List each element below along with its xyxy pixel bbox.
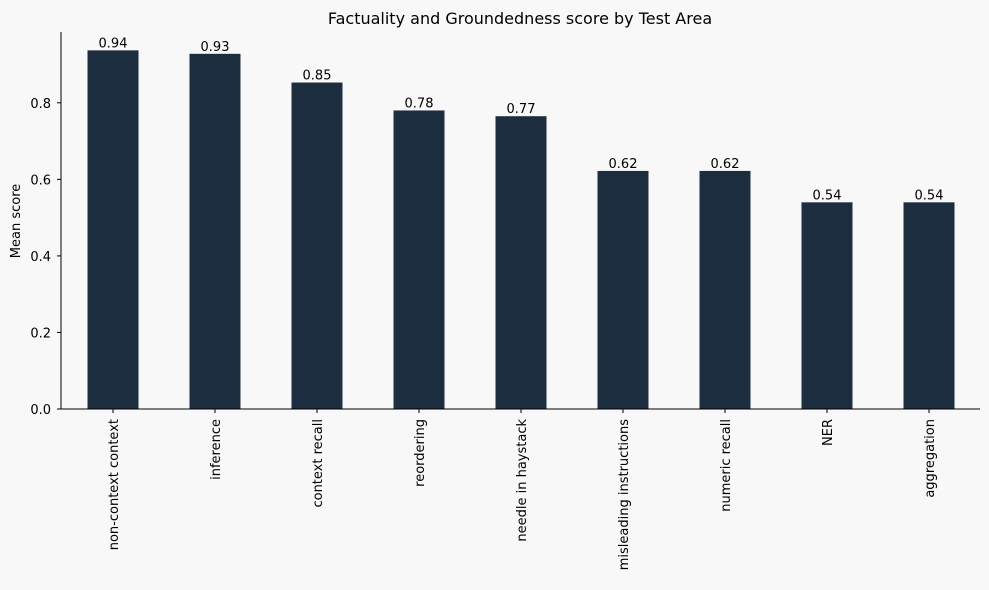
bar-value-label: 0.85 xyxy=(303,69,332,84)
bar xyxy=(597,170,649,409)
bar xyxy=(903,202,955,409)
x-tick-label: inference xyxy=(209,419,224,480)
bars-group xyxy=(87,50,955,410)
bar xyxy=(189,53,241,409)
bar-value-label: 0.93 xyxy=(201,40,230,55)
bar xyxy=(801,202,853,409)
x-axis-ticks: non-context context inference context reca… xyxy=(107,409,938,570)
bar xyxy=(87,50,139,409)
bar-value-label: 0.54 xyxy=(915,188,944,203)
bar-value-label: 0.62 xyxy=(609,157,638,172)
chart-title: Factuality and Groundedness score by Tes… xyxy=(328,9,712,28)
x-tick-label: needle in haystack xyxy=(515,419,530,542)
y-tick-label: 0.8 xyxy=(30,97,51,112)
bar-value-label: 0.78 xyxy=(405,96,434,111)
bar-value-label: 0.62 xyxy=(711,157,740,172)
x-tick-label: NER xyxy=(821,419,836,446)
y-tick-label: 0.0 xyxy=(30,403,51,418)
bar-value-label: 0.94 xyxy=(99,36,128,51)
bar-value-label: 0.54 xyxy=(813,188,842,203)
y-axis-label: Mean score xyxy=(9,184,24,258)
bar xyxy=(393,110,445,410)
x-tick-label: misleading instructions xyxy=(617,419,632,570)
y-tick-label: 0.2 xyxy=(30,326,51,341)
bar xyxy=(699,170,751,409)
x-tick-label: context recall xyxy=(311,419,326,508)
x-tick-label: reordering xyxy=(413,419,428,487)
y-tick-label: 0.6 xyxy=(30,173,51,188)
bar xyxy=(495,116,547,409)
y-tick-label: 0.4 xyxy=(30,250,51,265)
bar-value-label: 0.77 xyxy=(507,102,536,117)
y-axis-ticks: 0.0 0.2 0.4 0.6 0.8 xyxy=(30,97,61,418)
bar-labels-group: 0.94 0.93 0.85 0.78 0.77 0.62 0.62 0.54 0.54 xyxy=(99,36,944,203)
x-tick-label: non-context context xyxy=(107,419,122,550)
x-tick-label: aggregation xyxy=(923,419,938,498)
bar xyxy=(291,82,343,410)
x-tick-label: numeric recall xyxy=(719,419,734,512)
